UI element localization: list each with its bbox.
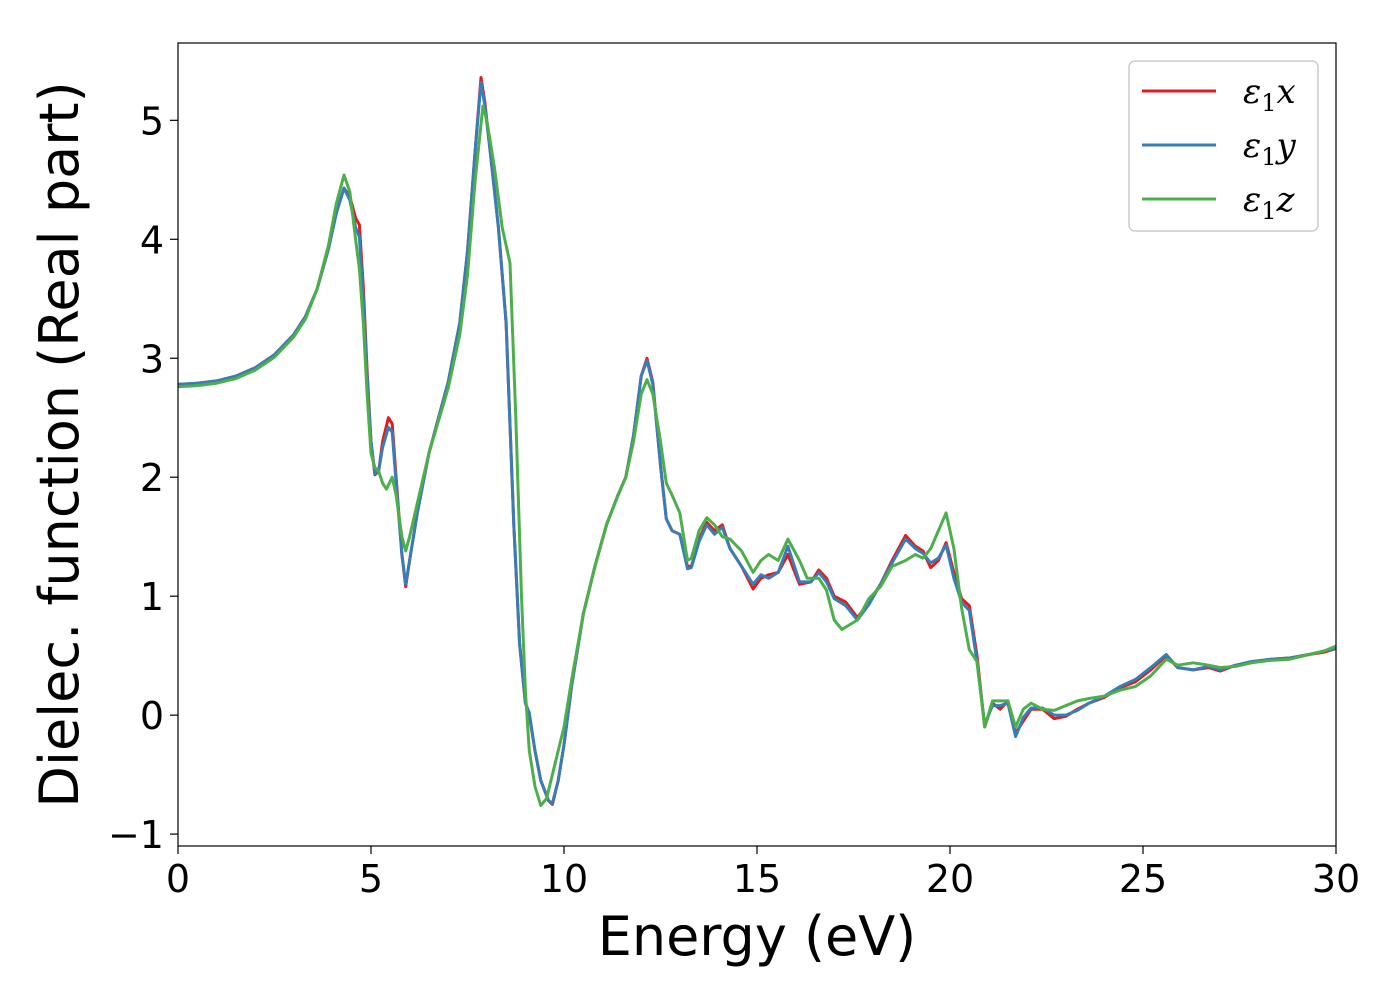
y-tick-label: 1	[140, 575, 164, 619]
x-tick-label: 5	[359, 857, 383, 901]
legend-label: ε1z	[1243, 180, 1296, 225]
legend-label: ε1x	[1243, 72, 1296, 117]
series-line-3	[178, 104, 1336, 808]
y-tick-label: 3	[140, 337, 164, 381]
y-tick-label: 4	[140, 218, 164, 262]
x-axis: 0 5 10 15 20 25 30	[166, 846, 1360, 901]
series-layer	[178, 76, 1336, 808]
x-tick-label: 0	[166, 857, 190, 901]
x-tick-label: 25	[1119, 857, 1167, 901]
x-tick-label: 20	[926, 857, 974, 901]
y-tick-label: 0	[140, 694, 164, 738]
y-axis-label: Dielec. function (Real part)	[28, 81, 91, 807]
legend: ε1x ε1y ε1z	[1128, 60, 1319, 232]
y-tick-label: −1	[108, 813, 164, 857]
x-tick-label: 30	[1312, 857, 1360, 901]
x-tick-label: 15	[733, 857, 781, 901]
x-axis-label: Energy (eV)	[598, 905, 917, 968]
legend-box	[1128, 60, 1319, 232]
y-axis: −1 0 1 2 3 4 5	[108, 99, 178, 857]
legend-label: ε1y	[1243, 126, 1297, 171]
x-tick-label: 10	[540, 857, 588, 901]
y-tick-label: 2	[140, 456, 164, 500]
y-tick-label: 5	[140, 99, 164, 143]
